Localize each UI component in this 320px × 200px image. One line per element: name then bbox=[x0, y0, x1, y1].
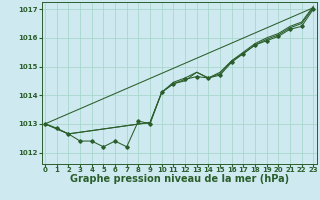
X-axis label: Graphe pression niveau de la mer (hPa): Graphe pression niveau de la mer (hPa) bbox=[70, 174, 289, 184]
